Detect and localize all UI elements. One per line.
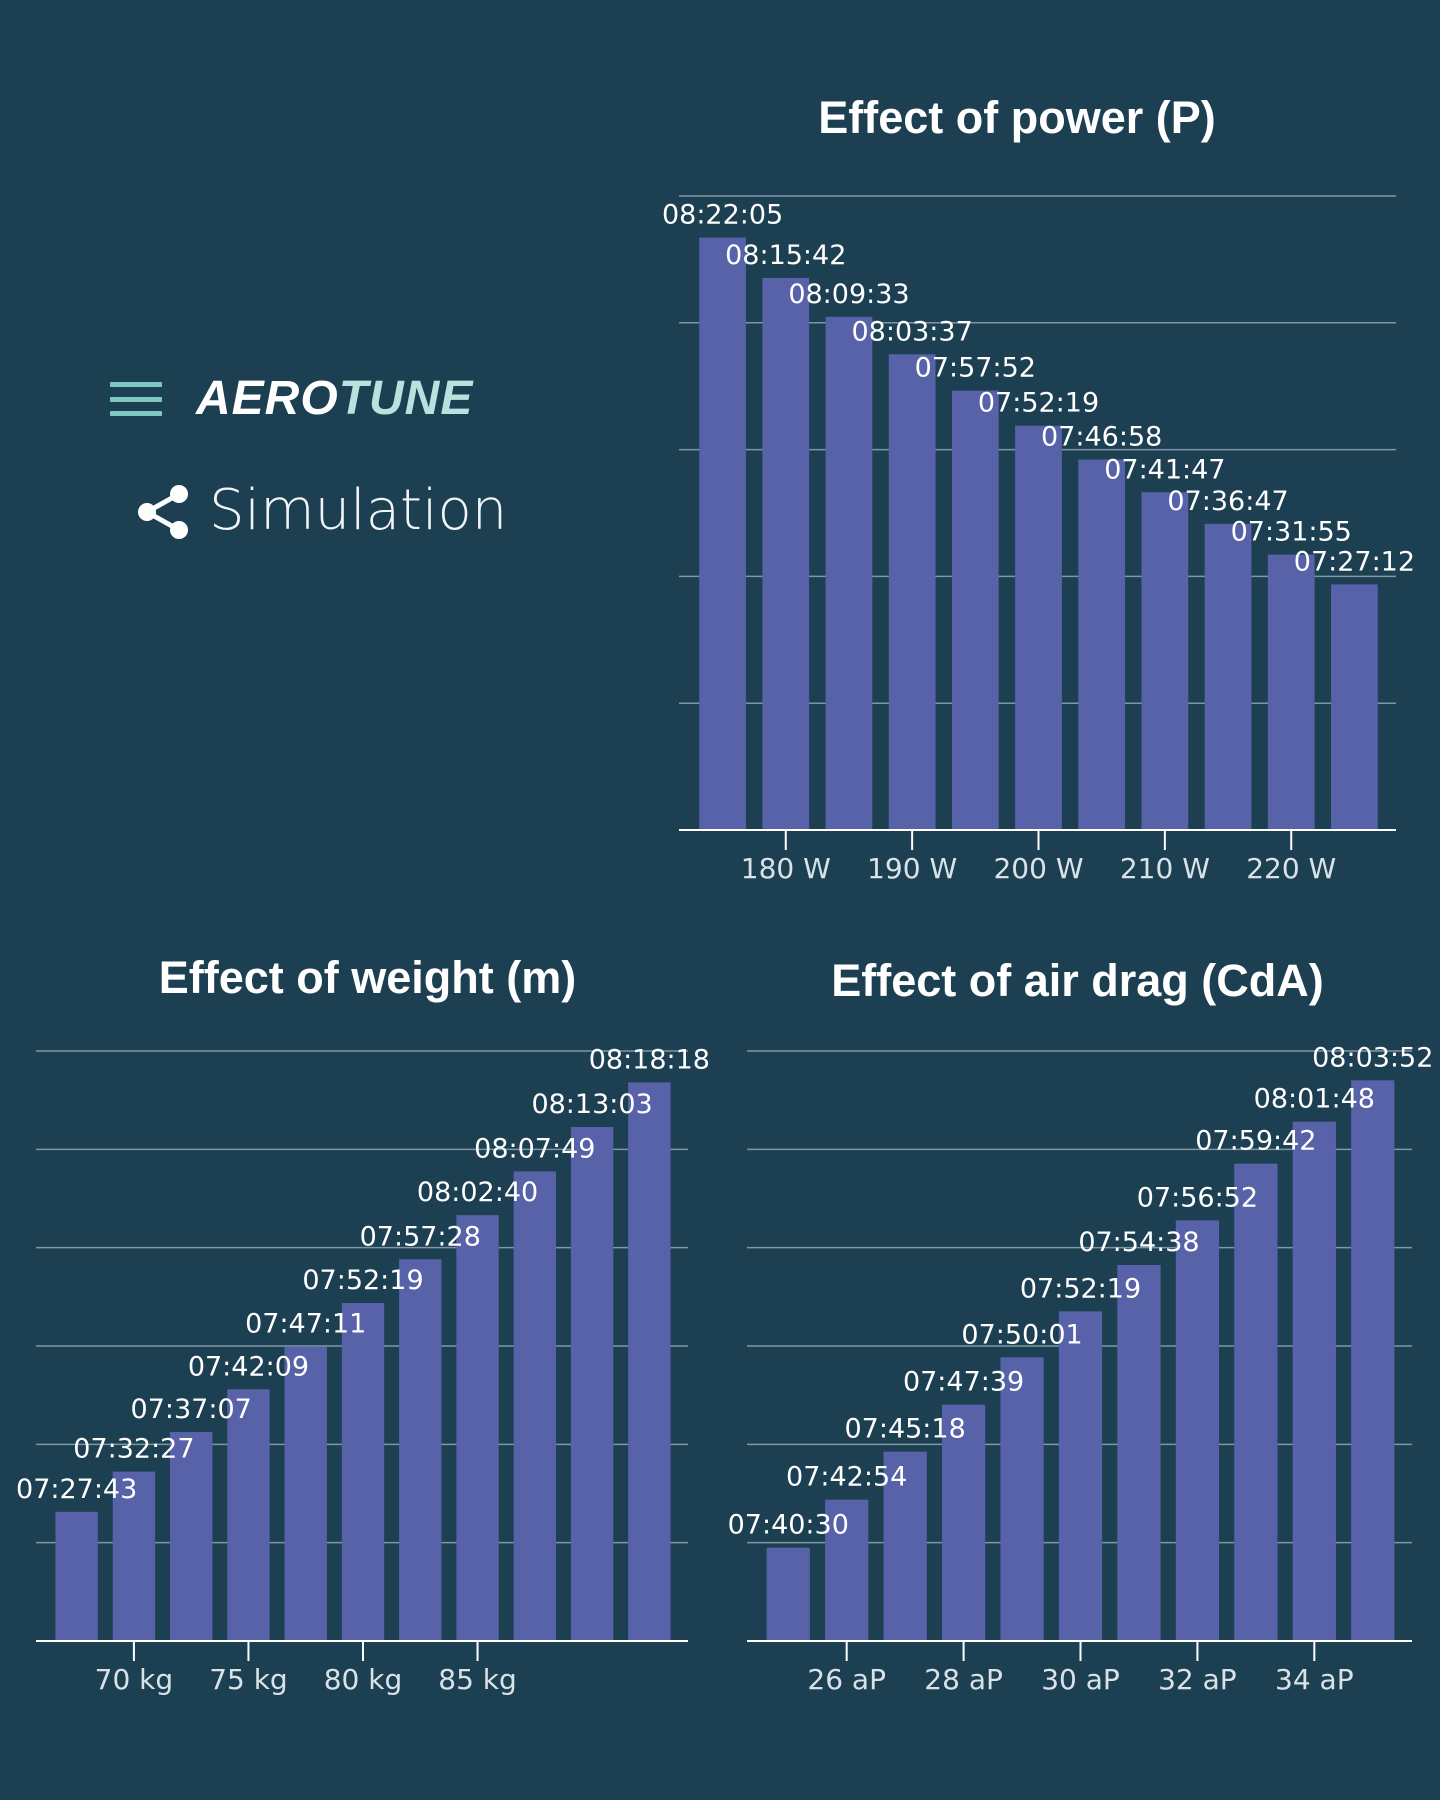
bar-power-10[interactable] [1331,584,1378,830]
data-label-drag-4: 07:50:01 [961,1319,1082,1350]
data-label-power-10: 07:27:12 [1294,546,1415,577]
data-label-drag-2: 07:45:18 [845,1414,966,1445]
data-label-drag-0: 07:40:30 [728,1510,849,1541]
bar-weight-0[interactable] [55,1511,98,1641]
data-label-weight-4: 07:47:11 [245,1309,366,1340]
bar-drag-6[interactable] [1117,1265,1161,1641]
tick-label-drag-2: 30 aP [1041,1663,1120,1696]
data-label-weight-10: 08:18:18 [589,1044,710,1075]
chart-title-drag: Effect of air drag (CdA) [831,955,1324,1006]
bar-weight-6[interactable] [399,1259,442,1641]
chart-weight: 07:27:43 07:32:27 07:37:07 07:42:09 07:47:11… [16,1044,710,1696]
bar-weight-7[interactable] [456,1215,499,1641]
bar-weight-8[interactable] [513,1171,557,1641]
bar-drag-9[interactable] [1292,1121,1336,1641]
tick-label-weight-1: 75 kg [209,1663,288,1696]
data-label-power-3: 08:03:37 [852,316,973,347]
bar-power-6[interactable] [1078,459,1126,830]
data-label-power-6: 07:46:58 [1041,421,1162,452]
bar-power-1[interactable] [762,277,810,830]
bar-drag-1[interactable] [825,1499,869,1641]
hamburger-menu-icon[interactable] [110,382,162,416]
data-label-drag-8: 07:59:42 [1195,1126,1316,1157]
bar-drag-10[interactable] [1351,1080,1395,1641]
tick-label-drag-4: 34 aP [1275,1663,1354,1696]
bar-drag-7[interactable] [1175,1220,1220,1641]
data-label-power-5: 07:52:19 [978,388,1099,419]
data-label-power-1: 08:15:42 [725,240,846,271]
bar-weight-10[interactable] [628,1082,671,1641]
tick-label-drag-0: 26 aP [807,1663,886,1696]
data-label-drag-7: 07:56:52 [1137,1182,1258,1213]
data-label-power-2: 08:09:33 [788,279,909,310]
data-label-weight-2: 07:37:07 [131,1394,252,1425]
logo-part-aero: AERO [196,372,339,425]
data-label-weight-9: 08:13:03 [531,1089,652,1120]
chart-title-weight: Effect of weight (m) [158,952,577,1003]
brand-header: AEROTUNE [110,375,473,423]
chart-title-power: Effect of power (P) [818,92,1216,143]
tick-label-weight-2: 80 kg [324,1663,403,1696]
bar-power-0[interactable] [699,237,746,830]
data-label-power-0: 08:22:05 [662,200,783,231]
data-label-weight-1: 07:32:27 [73,1434,194,1465]
data-label-weight-0: 07:27:43 [16,1474,137,1505]
aerotune-logo[interactable]: AEROTUNE [196,375,473,423]
bar-weight-2[interactable] [169,1432,213,1641]
tick-label-power-3: 210 W [1120,852,1210,885]
tick-label-power-2: 200 W [993,852,1083,885]
data-label-weight-8: 08:07:49 [474,1133,595,1164]
data-label-drag-3: 07:47:39 [903,1367,1024,1398]
chart-power: 08:22:05 08:15:42 08:09:33 08:03:37 07:57:52… [662,195,1415,885]
tick-label-drag-1: 28 aP [924,1663,1003,1696]
data-label-weight-3: 07:42:09 [188,1351,309,1382]
bar-weight-3[interactable] [227,1389,270,1641]
bar-drag-3[interactable] [941,1404,986,1641]
bar-power-5[interactable] [1015,425,1062,830]
tick-label-power-4: 220 W [1246,852,1336,885]
data-label-weight-5: 07:52:19 [302,1265,423,1296]
bar-weight-5[interactable] [341,1302,385,1641]
logo-part-tune: TUNE [338,372,474,425]
bar-power-9[interactable] [1267,554,1315,830]
tick-label-power-1: 190 W [867,852,957,885]
bar-drag-0[interactable] [766,1547,810,1641]
bar-power-4[interactable] [951,390,999,830]
data-label-drag-10: 08:03:52 [1312,1042,1433,1073]
tick-label-weight-0: 70 kg [95,1663,174,1696]
bar-weight-9[interactable] [570,1126,614,1641]
bar-drag-2[interactable] [883,1451,927,1641]
data-label-weight-6: 07:57:28 [360,1221,481,1252]
data-label-drag-9: 08:01:48 [1254,1084,1375,1115]
bar-weight-4[interactable] [284,1346,327,1641]
data-label-drag-5: 07:52:19 [1020,1273,1141,1304]
bar-weight-1[interactable] [112,1471,156,1641]
tick-label-weight-3: 85 kg [438,1663,517,1696]
data-label-power-8: 07:36:47 [1167,486,1288,517]
chart-drag: 07:40:30 07:42:54 07:45:18 07:47:39 07:50:01… [728,1042,1434,1696]
bar-power-2[interactable] [825,316,873,830]
simulation-label: Simulation [209,478,508,543]
tick-label-drag-3: 32 aP [1158,1663,1237,1696]
bar-drag-4[interactable] [1000,1357,1044,1641]
data-label-power-7: 07:41:47 [1104,454,1225,485]
share-nodes-icon [138,484,188,539]
bar-power-7[interactable] [1141,492,1189,830]
simulation-nav-item[interactable]: Simulation [135,478,507,543]
bar-drag-8[interactable] [1234,1163,1278,1641]
data-label-drag-1: 07:42:54 [786,1462,907,1493]
data-label-drag-6: 07:54:38 [1078,1227,1199,1258]
data-label-weight-7: 08:02:40 [417,1177,538,1208]
tick-label-power-0: 180 W [741,852,831,885]
bar-power-8[interactable] [1204,523,1252,830]
data-label-power-9: 07:31:55 [1231,517,1352,548]
bar-drag-5[interactable] [1058,1311,1103,1641]
bar-power-3[interactable] [888,354,936,830]
data-label-power-4: 07:57:52 [915,353,1036,384]
